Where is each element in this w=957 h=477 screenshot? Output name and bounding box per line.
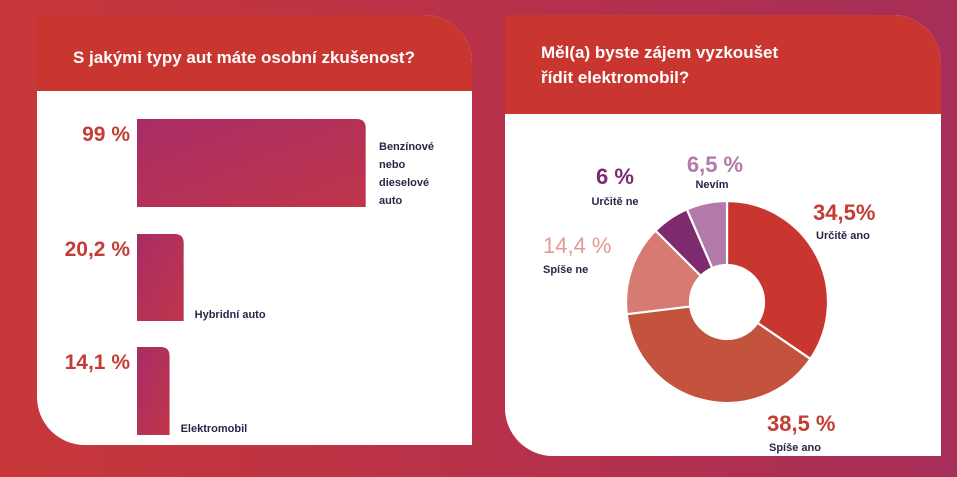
donut-hole xyxy=(690,265,764,339)
slice-value-label: 38,5 % xyxy=(767,411,836,436)
slice-value-label: 14,4 % xyxy=(543,233,612,258)
bar xyxy=(137,234,184,321)
bar-value-label: 20,2 % xyxy=(65,238,131,261)
bar-value-label: 99 % xyxy=(82,123,130,146)
left-card-title: S jakými typy aut máte osobní zkušenost? xyxy=(37,15,472,91)
bar-category-label: Benzínové nebo dieselové auto xyxy=(379,141,434,207)
slice-value-label: 6,5 % xyxy=(687,152,743,177)
bar xyxy=(137,119,366,207)
right-card-title-line2: řídit elektromobil? xyxy=(541,68,690,87)
bar xyxy=(137,347,170,435)
slice-value-label: 34,5% xyxy=(813,200,875,225)
right-card-title: Měl(a) byste zájem vyzkoušet řídit elekt… xyxy=(505,15,941,114)
bar-chart: 99 % Benzínové nebo dieselové auto 20,2 % Hybr… xyxy=(65,119,434,435)
left-chart-card: S jakými typy aut máte osobní zkušenost?… xyxy=(37,15,472,445)
slice-category-label: Nevím xyxy=(695,179,728,191)
right-card-title-line1: Měl(a) byste zájem vyzkoušet xyxy=(541,43,779,62)
bar-category-label: Hybridní auto xyxy=(195,309,266,321)
right-chart-card: Měl(a) byste zájem vyzkoušet řídit elekt… xyxy=(505,15,941,456)
bar-category-label: Elektromobil xyxy=(181,423,248,435)
bar-value-label: 14,1 % xyxy=(65,351,131,374)
slice-category-label: Spíše ano xyxy=(769,442,821,454)
slice-category-label: Spíše ne xyxy=(543,264,588,276)
slice-value-label: 6 % xyxy=(596,164,634,189)
slice-category-label: Určitě ano xyxy=(816,230,870,242)
donut-chart: 34,5% Určitě ano 38,5 % Spíše ano 14,4 % Spíš… xyxy=(543,152,875,454)
slice-category-label: Určitě ne xyxy=(591,196,638,208)
